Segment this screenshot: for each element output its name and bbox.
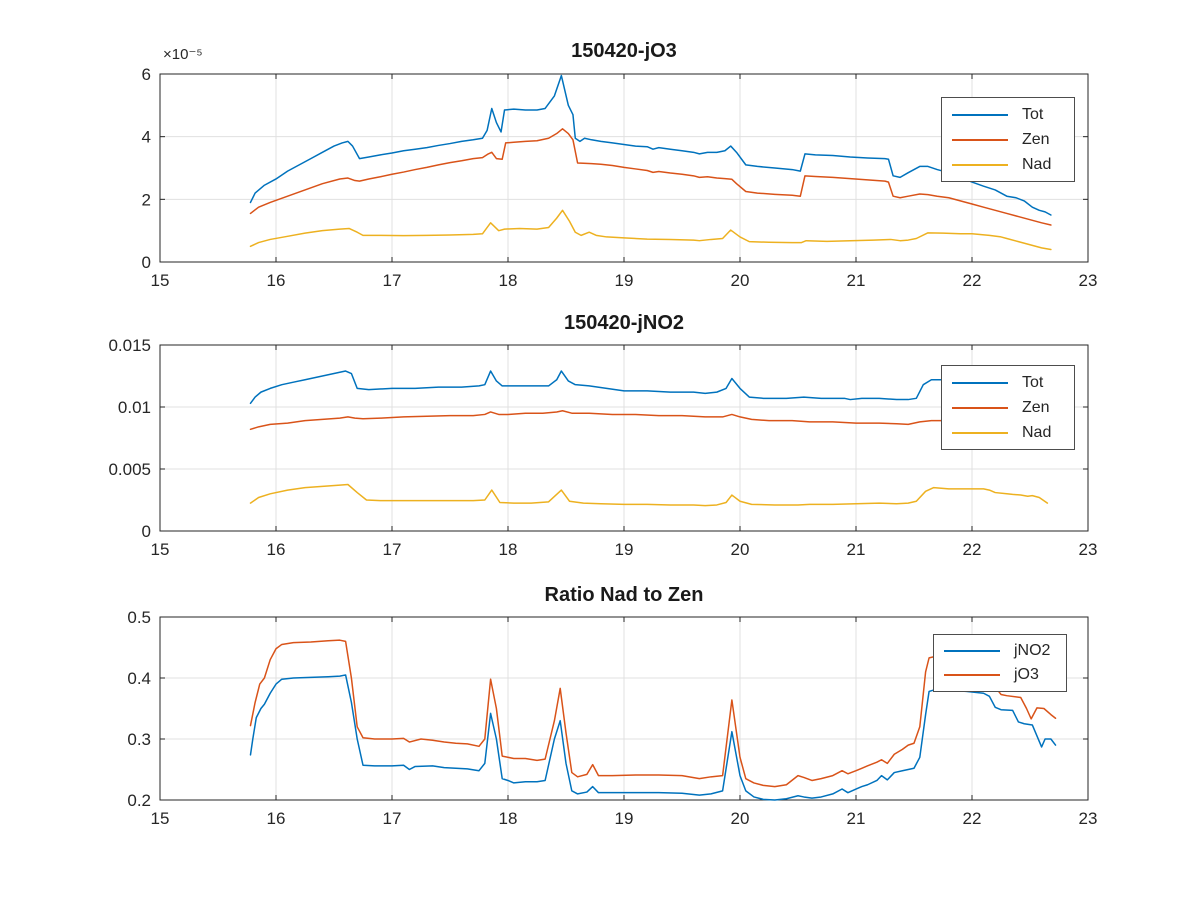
legend-label: Tot xyxy=(1022,105,1044,123)
legend-entry-tot: Tot xyxy=(942,371,1074,395)
legend-label: Zen xyxy=(1022,398,1050,416)
subplot-2: 15 16 17 18 19 20 21 22 23 0 0.005 0.01 0.015 xyxy=(108,336,1097,559)
y-tick-label: 0.2 xyxy=(127,791,151,810)
x-tick-label: 18 xyxy=(499,271,518,290)
legend-entry-tot: Tot xyxy=(942,103,1074,127)
y-tick-label: 0.4 xyxy=(127,669,151,688)
legend-label: jNO2 xyxy=(1014,642,1051,659)
series-line-jo3 xyxy=(249,639,1057,788)
legend-label: Zen xyxy=(1022,130,1050,148)
legend-label: Tot xyxy=(1022,373,1044,391)
legend-label: Nad xyxy=(1022,423,1052,441)
zen-line-swatch xyxy=(952,406,1008,409)
x-tick-label: 17 xyxy=(383,271,402,290)
series-line-zen xyxy=(249,128,1052,226)
series-line-tot xyxy=(249,370,1049,405)
legend-entry-nad: Nad xyxy=(942,421,1074,445)
legend-entry-nad: Nad xyxy=(942,153,1074,177)
x-tick-label: 17 xyxy=(383,540,402,559)
x-tick-label: 20 xyxy=(731,271,750,290)
x-tick-label: 15 xyxy=(151,540,170,559)
series-line-zen xyxy=(249,409,1049,431)
jo3-line-swatch xyxy=(944,674,1000,676)
tot-line-swatch xyxy=(952,381,1008,384)
nad-line-swatch xyxy=(952,163,1008,166)
x-tick-label: 15 xyxy=(151,809,170,828)
plot1-y-axis-multiplier: ×10⁻⁵ xyxy=(163,46,203,63)
plot3-title: Ratio Nad to Zen xyxy=(544,584,704,606)
legend-entry-jno2: jNO2 xyxy=(934,639,1066,663)
y-tick-label: 4 xyxy=(142,128,151,147)
x-tick-label: 19 xyxy=(615,540,634,559)
legend-entry-zen: Zen xyxy=(942,128,1074,152)
zen-line-swatch xyxy=(952,138,1008,141)
x-tick-label: 18 xyxy=(499,809,518,828)
x-tick-label: 18 xyxy=(499,540,518,559)
legend-label: jO3 xyxy=(1014,666,1039,683)
x-tick-label: 16 xyxy=(267,271,286,290)
y-tick-label: 0.005 xyxy=(108,460,151,479)
series-line-nad xyxy=(249,209,1052,251)
x-tick-label: 22 xyxy=(963,271,982,290)
x-tick-label: 23 xyxy=(1079,271,1098,290)
subplot-1: 15 16 17 18 19 20 21 22 23 0 2 4 6 xyxy=(142,65,1098,290)
x-tick-label: 15 xyxy=(151,271,170,290)
plot3-legend[interactable]: jNO2 jO3 xyxy=(933,634,1067,692)
x-tick-label: 20 xyxy=(731,809,750,828)
plot2-legend[interactable]: Tot Zen Nad xyxy=(941,365,1075,450)
x-tick-label: 17 xyxy=(383,809,402,828)
legend-entry-zen: Zen xyxy=(942,396,1074,420)
y-tick-label: 0.01 xyxy=(118,398,151,417)
x-tick-label: 21 xyxy=(847,271,866,290)
x-tick-label: 19 xyxy=(615,271,634,290)
x-tick-label: 22 xyxy=(963,809,982,828)
legend-entry-jo3: jO3 xyxy=(934,663,1066,687)
nad-line-swatch xyxy=(952,431,1008,434)
plot1-title: 150420-jO3 xyxy=(571,40,677,62)
jno2-line-swatch xyxy=(944,650,1000,652)
plot1-legend[interactable]: Tot Zen Nad xyxy=(941,97,1075,182)
tot-line-swatch xyxy=(952,113,1008,116)
x-tick-label: 19 xyxy=(615,809,634,828)
x-tick-label: 20 xyxy=(731,540,750,559)
x-tick-label: 16 xyxy=(267,809,286,828)
series-line-nad xyxy=(249,483,1049,507)
y-tick-label: 0 xyxy=(142,522,151,541)
x-tick-label: 23 xyxy=(1079,540,1098,559)
y-tick-label: 0.5 xyxy=(127,608,151,627)
x-tick-label: 23 xyxy=(1079,809,1098,828)
y-tick-label: 2 xyxy=(142,190,151,209)
y-tick-label: 0 xyxy=(142,253,151,272)
legend-label: Nad xyxy=(1022,155,1052,173)
x-tick-label: 22 xyxy=(963,540,982,559)
y-tick-label: 0.3 xyxy=(127,730,151,749)
x-tick-label: 21 xyxy=(847,809,866,828)
x-tick-label: 16 xyxy=(267,540,286,559)
y-tick-label: 0.015 xyxy=(108,336,151,355)
x-tick-label: 21 xyxy=(847,540,866,559)
plot2-title: 150420-jNO2 xyxy=(563,312,685,334)
series-line-jno2 xyxy=(249,674,1057,801)
y-tick-label: 6 xyxy=(142,65,151,84)
series-line-tot xyxy=(249,74,1052,216)
